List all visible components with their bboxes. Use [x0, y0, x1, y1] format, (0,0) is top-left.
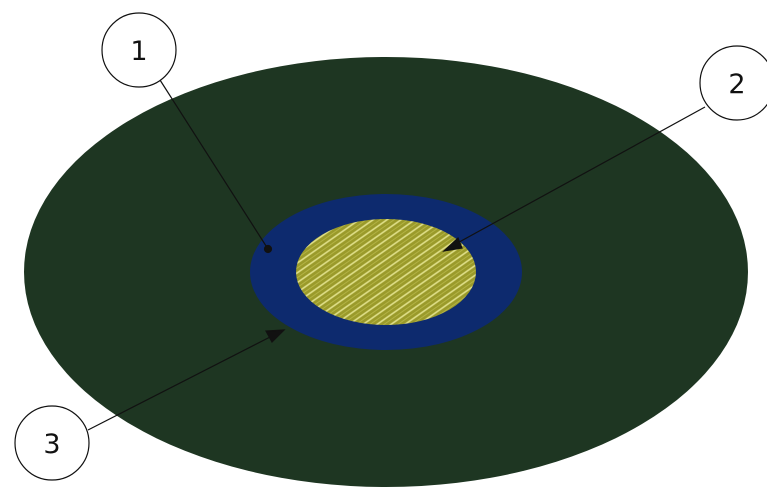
callout-3-label: 3 [43, 429, 60, 460]
callout-1-label: 1 [130, 36, 147, 67]
callout-2: 2 [699, 45, 767, 121]
callout-1: 1 [101, 12, 177, 88]
leader-line-2 [451, 106, 706, 247]
callout-1-circle [101, 12, 177, 88]
center-core [296, 219, 476, 325]
leader-line-1 [159, 79, 269, 250]
callout-2-label: 2 [728, 69, 745, 100]
leader-line-3 [87, 333, 277, 431]
callout-2-circle [699, 45, 767, 121]
callout-3-circle [14, 405, 90, 481]
leader-arrow-2 [442, 236, 463, 252]
leader-arrow-3 [265, 329, 286, 343]
callout-3: 3 [14, 405, 90, 481]
leader-dot-1 [263, 244, 273, 254]
leader-lines [87, 79, 706, 431]
